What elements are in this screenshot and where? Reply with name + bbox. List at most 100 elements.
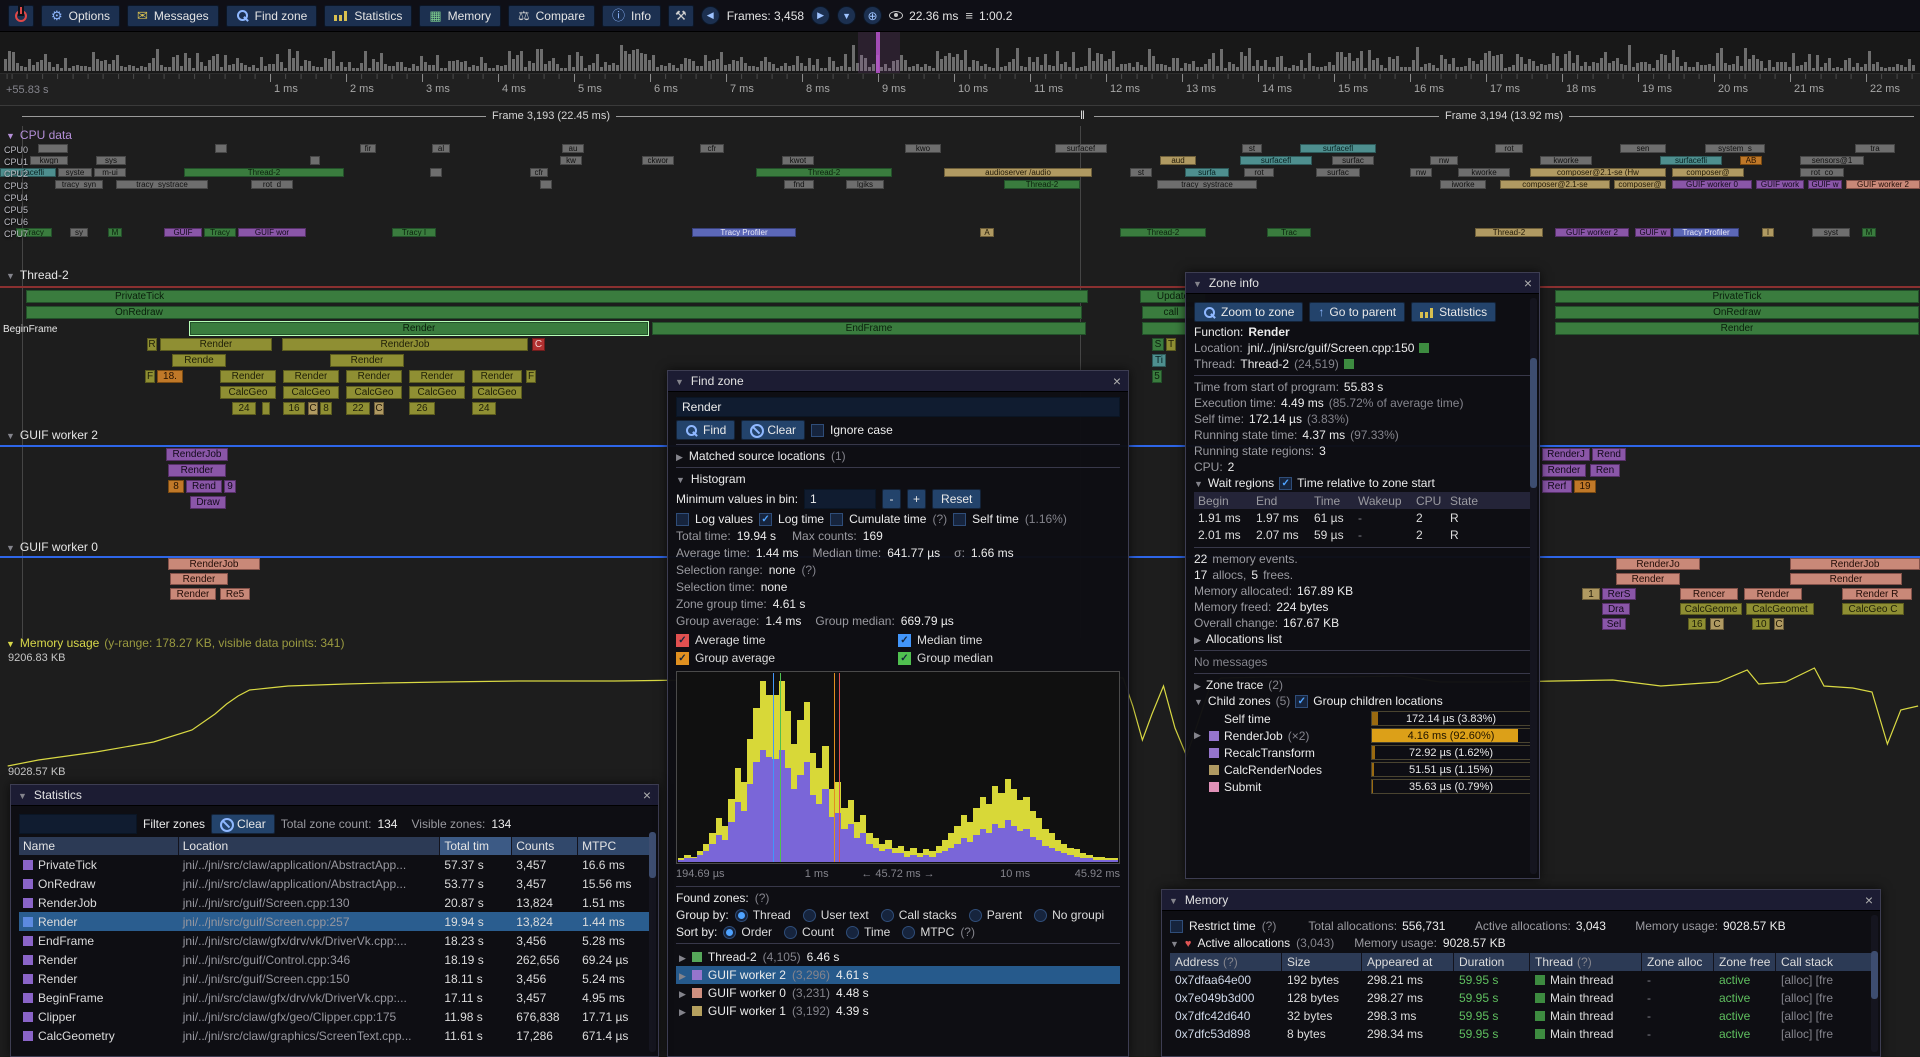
timeline-zone[interactable]: 24 <box>232 402 256 415</box>
allocation-address[interactable]: 0x7dfc53d898 <box>1175 1027 1251 1041</box>
timeline-zone[interactable]: A <box>980 228 994 237</box>
timeline-zone[interactable]: surfacefl <box>1240 156 1312 165</box>
column-header[interactable]: Thread (?) <box>1530 953 1642 971</box>
child-zone-row[interactable]: Self time 172.14 µs (3.83%) <box>1194 710 1531 727</box>
timeline-zone[interactable]: GUIF w <box>1808 180 1842 189</box>
column-header[interactable]: Wakeup <box>1358 493 1402 508</box>
timeline-zone[interactable]: st <box>1242 144 1262 153</box>
timeline-zone[interactable]: RenderJob <box>166 448 228 461</box>
timeline-zone[interactable]: al <box>432 144 450 153</box>
timeline-zone[interactable]: iworke <box>1440 180 1486 189</box>
timeline-zone[interactable]: EndFrame <box>652 322 1086 335</box>
timeline-zone[interactable]: surfac <box>1332 156 1374 165</box>
timeline-zone[interactable] <box>38 144 68 153</box>
timeline-zone[interactable]: Re5 <box>220 588 250 600</box>
timeline-zone[interactable]: 16 <box>1688 618 1706 630</box>
timeline-zone[interactable]: Render <box>170 573 228 585</box>
call-stack-links[interactable]: [alloc] [fre <box>1781 1027 1834 1041</box>
ignore-case-checkbox[interactable] <box>811 423 825 437</box>
column-header[interactable]: Begin <box>1198 493 1229 508</box>
scrollbar[interactable] <box>1871 915 1878 1052</box>
statistics-row[interactable]: Clipper jni/../jni/src/claw/gfx/geo/Clip… <box>19 1007 650 1026</box>
sort-by-option[interactable]: Time <box>846 925 890 939</box>
timeline-zone[interactable]: cfr <box>530 168 548 177</box>
column-header[interactable]: Counts <box>512 837 579 855</box>
cumulate-time-checkbox[interactable] <box>830 512 844 526</box>
timeline-zone[interactable]: surfacefli <box>0 168 56 177</box>
timeline-zone[interactable]: fir <box>360 144 376 153</box>
timeline-zone[interactable]: GUIF worker 2 <box>1555 228 1629 237</box>
child-zone-row[interactable]: ▶ RenderJob (×2) 4.16 ms (92.60%) <box>1194 727 1531 744</box>
timeline-zone[interactable]: Dra <box>1602 603 1630 615</box>
timeline-zone[interactable]: Render <box>1744 588 1802 600</box>
scrollbar[interactable] <box>649 832 656 1052</box>
timeline-zone[interactable]: RenderJob <box>168 558 260 570</box>
wait-region-row[interactable]: 1.91 ms 1.97 ms 61 µs - 2 R <box>1194 509 1531 526</box>
timeline-zone[interactable]: Tracy Profiler <box>1673 228 1739 237</box>
timeline-zone[interactable]: syst <box>1812 228 1850 237</box>
child-zone-row[interactable]: Submit 35.63 µs (0.79%) <box>1194 778 1531 795</box>
timeline-zone[interactable]: Tracy I <box>392 228 436 237</box>
group-by-option[interactable]: No groupi <box>1034 908 1104 922</box>
collapse-icon[interactable] <box>1170 936 1179 950</box>
timeline-zone[interactable]: M <box>108 228 122 237</box>
frame-overview-strip[interactable] <box>0 32 1920 74</box>
view-range-marker[interactable] <box>876 32 880 73</box>
timeline-zone[interactable]: Rende <box>172 354 226 367</box>
guif-worker2-zones-track[interactable]: RenderJob RenderJ Rend Render Render Ren 8 Rend… <box>0 448 1920 512</box>
collapse-icon[interactable] <box>6 268 15 282</box>
column-header[interactable]: MTPC <box>578 837 650 855</box>
memory-usage-header[interactable]: Memory usage (y-range: 178.27 KB, visibl… <box>6 636 345 650</box>
guif-worker0-zones-track[interactable]: RenderJob RenderJo RenderJob Render Render Re… <box>0 558 1920 633</box>
statistics-row[interactable]: Render jni/../jni/src/guif/Screen.cpp:15… <box>19 969 650 988</box>
scrollbar[interactable] <box>1530 298 1537 874</box>
timeline-zone[interactable]: lgiks <box>846 180 884 189</box>
zone-search-input[interactable] <box>676 397 1120 417</box>
column-header[interactable]: Call stack <box>1776 953 1872 971</box>
column-header[interactable]: Zone free <box>1714 953 1776 971</box>
time-axis[interactable]: +55.83 s 1 ms 2 ms 3 ms 4 ms 5 ms 6 ms 7… <box>0 74 1920 106</box>
expand-icon[interactable] <box>679 1004 686 1018</box>
timeline-zone[interactable]: 8 <box>320 402 332 415</box>
self-time-checkbox[interactable] <box>953 512 967 526</box>
prev-frame-button[interactable]: ◀ <box>700 6 720 25</box>
collapse-icon[interactable] <box>6 428 15 442</box>
timeline-zone[interactable]: GUIF worker 2 <box>1846 180 1920 189</box>
timeline-zone[interactable]: 1 <box>1582 588 1600 600</box>
timeline-zone[interactable]: C <box>532 338 545 351</box>
collapse-icon[interactable] <box>1194 476 1203 490</box>
statistics-window-titlebar[interactable]: Statistics <box>11 785 658 806</box>
statistics-row[interactable]: EndFrame jni/../jni/src/claw/gfx/drv/vk/… <box>19 931 650 950</box>
thread2-header[interactable]: Thread-2 <box>6 268 69 282</box>
column-header[interactable]: Total tim <box>440 837 513 855</box>
timeline-zone[interactable]: Render <box>1616 573 1680 585</box>
timeline-zone[interactable]: Render <box>1790 573 1902 585</box>
timeline-zone[interactable]: Render <box>330 354 404 367</box>
guif-worker2-header[interactable]: GUIF worker 2 <box>6 428 98 442</box>
timeline-zone[interactable]: surfacef <box>1055 144 1107 153</box>
column-header[interactable]: Appeared at <box>1362 953 1454 971</box>
collapse-icon[interactable] <box>18 788 27 802</box>
timeline-zone[interactable]: Thread-2 <box>184 168 344 177</box>
timeline-zone[interactable]: Render <box>1555 322 1919 335</box>
timeline-zone[interactable]: GUIF <box>164 228 202 237</box>
timeline-zone[interactable]: st <box>1130 168 1152 177</box>
timeline-zone[interactable]: cfr <box>700 144 724 153</box>
timeline-zone[interactable]: 24 <box>472 402 496 415</box>
timeline-zone[interactable]: audioserver /audio <box>944 168 1092 177</box>
statistics-button[interactable]: Statistics <box>1411 302 1497 322</box>
timeline-zone[interactable]: Render <box>160 338 272 351</box>
zone-group-row[interactable]: GUIF worker 2 (3,296) 4.61 s <box>676 966 1120 984</box>
timeline-zone[interactable]: RenderJob <box>282 338 528 351</box>
zoom-to-zone-button[interactable]: Zoom to zone <box>1194 302 1304 322</box>
log-time-checkbox[interactable] <box>759 512 773 526</box>
timeline-zone[interactable]: tracy_systrace <box>1157 180 1257 189</box>
help-marker[interactable]: (?) <box>754 891 770 905</box>
timeline-zone[interactable]: Thread-2 <box>1475 228 1543 237</box>
timeline-zone[interactable]: CalcGeo <box>409 386 465 399</box>
info-button[interactable]: ⓘ Info <box>602 4 662 27</box>
call-stack-links[interactable]: [alloc] [fre <box>1781 1009 1834 1023</box>
time-relative-checkbox[interactable] <box>1279 476 1293 490</box>
statistics-row[interactable]: RenderJob jni/../jni/src/guif/Screen.cpp… <box>19 893 650 912</box>
column-header[interactable]: Name <box>19 837 179 855</box>
